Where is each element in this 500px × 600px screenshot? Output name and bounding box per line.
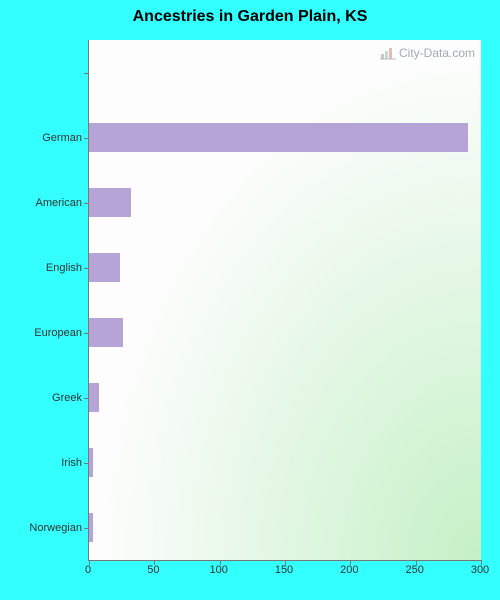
y-axis-label: Irish xyxy=(61,457,82,469)
x-axis-labels: 050100150200250300 xyxy=(88,560,480,590)
page-root: Ancestries in Garden Plain, KS GermanAme… xyxy=(0,0,500,600)
x-axis-label: 50 xyxy=(147,564,159,576)
bar xyxy=(89,123,468,153)
plot-background xyxy=(89,40,481,560)
bar xyxy=(89,513,93,543)
y-axis-label: English xyxy=(46,262,82,274)
y-axis-label: European xyxy=(34,327,82,339)
bar xyxy=(89,383,99,413)
x-axis-label: 150 xyxy=(275,564,293,576)
x-axis-label: 100 xyxy=(209,564,227,576)
y-tick xyxy=(84,73,89,74)
y-axis-label: Greek xyxy=(52,392,82,404)
bar xyxy=(89,448,93,478)
x-axis-label: 300 xyxy=(471,564,489,576)
x-axis-label: 250 xyxy=(405,564,423,576)
y-axis-label: Norwegian xyxy=(29,522,82,534)
bar xyxy=(89,188,131,218)
x-axis-label: 0 xyxy=(85,564,91,576)
y-axis-labels: German American English European Greek Irish N… xyxy=(0,40,88,560)
chart-container: German American English European Greek Irish N… xyxy=(0,0,500,600)
bar xyxy=(89,318,123,348)
x-axis-label: 200 xyxy=(340,564,358,576)
y-axis-label: American xyxy=(36,197,82,209)
watermark-text: City-Data.com xyxy=(399,46,475,60)
y-axis-label: German xyxy=(42,132,82,144)
bar-chart-icon xyxy=(380,46,396,60)
bar xyxy=(89,253,120,283)
plot-area: City-Data.com xyxy=(88,40,481,561)
watermark: City-Data.com xyxy=(380,46,475,60)
